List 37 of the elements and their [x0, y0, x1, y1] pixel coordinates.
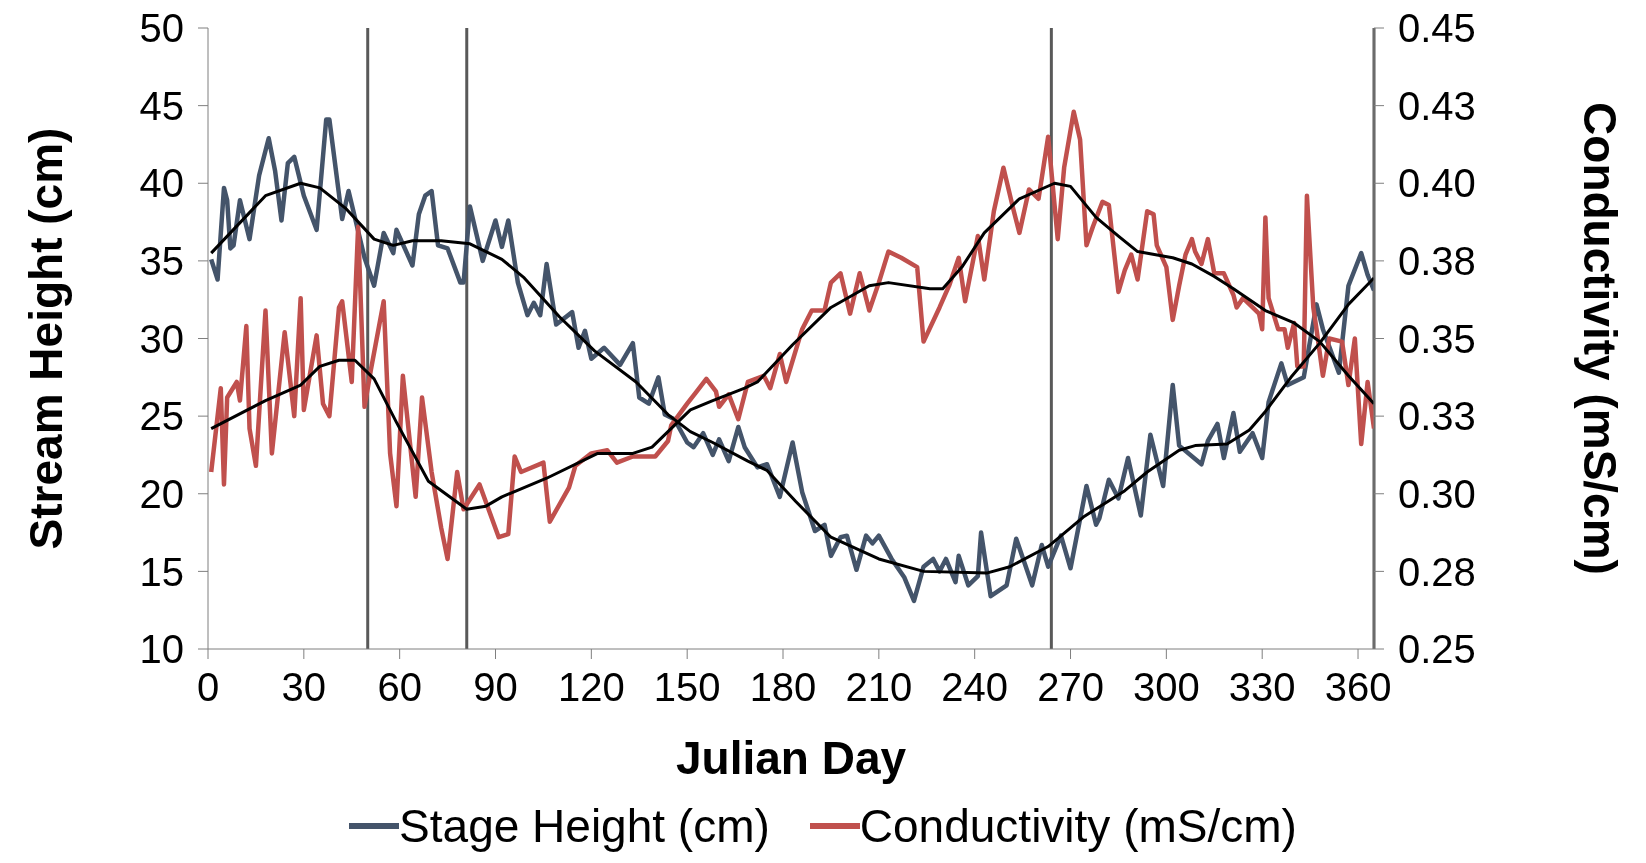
y-tick-label: 30 — [139, 316, 184, 361]
y-tick-label: 20 — [139, 471, 184, 516]
y2-tick-label: 0.45 — [1398, 6, 1476, 51]
y-tick-label: 40 — [139, 161, 184, 206]
x-tick-label: 0 — [196, 665, 220, 710]
x-tick-label: 360 — [1324, 665, 1392, 710]
x-tick-label: 150 — [653, 665, 721, 710]
y2-tick-label: 0.43 — [1398, 83, 1476, 128]
x-tick-label: 240 — [941, 665, 1009, 710]
y2-tick-label: 0.25 — [1398, 627, 1476, 672]
x-tick-label: 120 — [557, 665, 625, 710]
y2-tick-label: 0.30 — [1398, 471, 1476, 516]
x-tick-label: 60 — [377, 665, 422, 710]
x-tick-label: 270 — [1037, 665, 1104, 710]
x-tick-label: 90 — [473, 665, 518, 710]
y-tick-label: 15 — [139, 549, 184, 594]
x-tick-label: 210 — [845, 665, 913, 710]
y2-tick-label: 0.33 — [1398, 394, 1476, 439]
x-tick-label: 30 — [281, 665, 327, 710]
y-tick-label: 10 — [139, 627, 184, 672]
y2-axis-title: Conductivity (mS/cm) — [1573, 102, 1626, 575]
x-tick-label: 300 — [1132, 665, 1200, 710]
legend-label: Stage Height (cm) — [399, 799, 770, 853]
legend-label: Conductivity (mS/cm) — [859, 799, 1297, 853]
y2-tick-label: 0.40 — [1398, 161, 1476, 206]
x-tick-label: 330 — [1228, 665, 1296, 710]
y2-tick-label: 0.28 — [1398, 549, 1476, 594]
y2-tick-label: 0.38 — [1398, 239, 1476, 284]
x-axis-title: Julian Day — [675, 732, 907, 784]
line-series — [209, 181, 1374, 575]
y-tick-label: 35 — [139, 239, 184, 284]
y-tick-label: 25 — [139, 394, 184, 439]
y2-tick-label: 0.35 — [1398, 316, 1476, 361]
y-tick-label: 50 — [139, 6, 184, 51]
y-tick-label: 45 — [139, 83, 184, 128]
y-axis-title: Stream Height (cm) — [20, 127, 73, 550]
x-tick-label: 180 — [749, 665, 817, 710]
